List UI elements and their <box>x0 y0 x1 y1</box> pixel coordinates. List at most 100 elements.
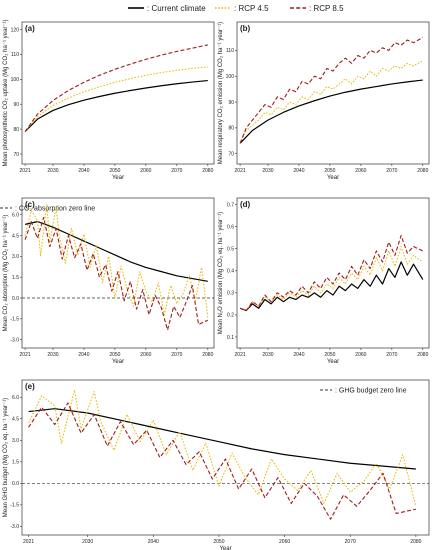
x-tick-label: 2080 <box>417 352 428 358</box>
y-tick-label: -3.0 <box>10 524 19 530</box>
x-tick-label: 2040 <box>293 352 304 358</box>
x-tick-label: 2040 <box>148 539 159 545</box>
panel-d: (d) 2021 2030 2040 2050 2060 2070 2080 0.1 0.2 0.3… <box>218 197 430 365</box>
x-tick-label: 2070 <box>386 352 397 358</box>
y-tick-label: 100 <box>11 77 20 83</box>
y-tick-label: 70 <box>228 151 234 157</box>
y-tick-label: 1.5 <box>12 275 19 281</box>
y-tick-label: 120 <box>11 27 20 33</box>
x-tick-label: 2050 <box>109 352 120 358</box>
x-tick-label: 2060 <box>140 352 151 358</box>
y-tick-label: 0.5 <box>227 247 234 253</box>
x-tick-label: 2021 <box>235 352 246 358</box>
series-line-rcp-8-5 <box>239 234 424 312</box>
y-tick-label: 80 <box>228 126 234 132</box>
y-tick-label: 0.6 <box>227 224 234 230</box>
series-line-current-climate <box>24 221 208 282</box>
x-tick-label: 2060 <box>355 352 366 358</box>
y-tick-label: 0.3 <box>227 291 234 297</box>
plot-frame <box>21 197 215 349</box>
x-axis-title: Year <box>112 175 124 181</box>
x-tick-label: 2021 <box>20 352 31 358</box>
series-line-rcp-4-5 <box>28 389 417 507</box>
series-line-rcp-4-5 <box>239 60 424 144</box>
plot-frame <box>21 21 215 165</box>
y-tick-label: 110 <box>226 48 234 54</box>
x-axis-title: Year <box>327 359 339 365</box>
y-axis-title: Mean CO₂ absorption (Mg CO₂ ha⁻¹ year⁻¹) <box>3 215 9 332</box>
x-tick-label: 2030 <box>47 352 58 358</box>
series-line-current-climate <box>239 79 423 144</box>
y-tick-label: 110 <box>11 52 19 58</box>
series-line-rcp-4-5 <box>24 66 208 132</box>
x-tick-label: 2070 <box>345 539 356 545</box>
y-tick-label: 0.0 <box>12 481 19 487</box>
x-tick-label: 2060 <box>279 539 290 545</box>
y-tick-label: 6.0 <box>12 395 19 401</box>
legend-item-current-climate: : Current climate <box>128 4 206 13</box>
y-tick-label: 4.5 <box>12 233 19 239</box>
y-tick-label: 3.0 <box>12 254 19 260</box>
y-tick-label: 90 <box>228 100 234 106</box>
plot-frame <box>236 21 430 165</box>
x-tick-label: 2021 <box>20 168 31 174</box>
panel-letter: (c) <box>25 200 35 209</box>
x-axis-title: Year <box>327 175 339 181</box>
y-tick-label: 90 <box>13 102 19 108</box>
x-tick-label: 2030 <box>82 539 93 545</box>
y-tick-label: 0.7 <box>227 202 234 208</box>
zero-line-label: : GHG budget zero line <box>335 388 407 395</box>
y-tick-label: 100 <box>226 74 235 80</box>
x-tick-label: 2021 <box>23 539 34 545</box>
y-tick-label: -3.0 <box>10 337 19 343</box>
series-line-rcp-8-5 <box>24 44 208 132</box>
y-tick-label: 3.0 <box>12 438 19 444</box>
y-tick-label: 70 <box>13 152 19 158</box>
y-tick-label: -1.5 <box>10 503 19 509</box>
x-tick-label: 2030 <box>47 168 58 174</box>
panel-e: (e) 2021 2030 2040 2050 2060 2070 2080 -3.0 -1.5 0… <box>3 379 430 550</box>
y-tick-label: 1.5 <box>12 460 19 466</box>
legend-label: : RCP 4.5 <box>234 4 269 13</box>
x-tick-label: 2080 <box>202 352 213 358</box>
y-tick-label: 0.2 <box>227 313 234 319</box>
series-line-rcp-8-5 <box>24 216 209 331</box>
x-tick-label: 2050 <box>213 539 224 545</box>
series-line-rcp-4-5 <box>24 204 209 318</box>
x-tick-label: 2021 <box>235 168 246 174</box>
series-line-current-climate <box>239 261 424 312</box>
panel-letter: (a) <box>25 24 35 33</box>
x-tick-label: 2070 <box>171 168 182 174</box>
x-tick-label: 2050 <box>324 168 335 174</box>
legend-label: : RCP 8.5 <box>309 4 344 13</box>
panel-letter: (b) <box>240 24 251 33</box>
x-tick-label: 2080 <box>410 539 421 545</box>
series-line-rcp-8-5 <box>28 402 416 520</box>
panel-letter: (d) <box>240 200 251 209</box>
y-tick-label: 80 <box>13 127 19 133</box>
series-line-current-climate <box>28 408 416 470</box>
series-line-current-climate <box>24 79 208 133</box>
y-tick-label: -1.5 <box>10 317 19 323</box>
zero-line-legend: : GHG budget zero line <box>320 388 407 395</box>
panel-a: (a) 2021 2030 2040 2050 2060 2070 2080 70 80 90 100… <box>3 19 215 181</box>
x-tick-label: 2060 <box>140 168 151 174</box>
x-tick-label: 2060 <box>355 168 366 174</box>
x-tick-label: 2050 <box>324 352 335 358</box>
panels: (a) 2021 2030 2040 2050 2060 2070 2080 70 80 90 100… <box>0 19 430 550</box>
series-line-rcp-8-5 <box>239 37 424 144</box>
legend: : Current climate : RCP 4.5 : RCP 8.5 <box>128 4 344 13</box>
y-axis-title: Mean photosynthetic CO₂ uptake (Mg CO₂ h… <box>3 19 9 166</box>
x-tick-label: 2040 <box>78 352 89 358</box>
y-tick-label: 4.5 <box>12 417 19 423</box>
x-tick-label: 2080 <box>202 168 213 174</box>
y-axis-title: Mean respiratory CO₂ emission (Mg CO₂ ha… <box>218 22 224 164</box>
panel-letter: (e) <box>25 382 35 391</box>
y-tick-label: 0.4 <box>227 269 234 275</box>
legend-item-rcp-8-5: : RCP 8.5 <box>290 4 344 13</box>
x-axis-title: Year <box>219 546 231 550</box>
y-axis-title: Mean GHG budget (Mg CO₂ eq. ha⁻¹ year⁻¹) <box>3 398 9 517</box>
x-tick-label: 2080 <box>417 168 428 174</box>
x-tick-label: 2030 <box>262 168 273 174</box>
